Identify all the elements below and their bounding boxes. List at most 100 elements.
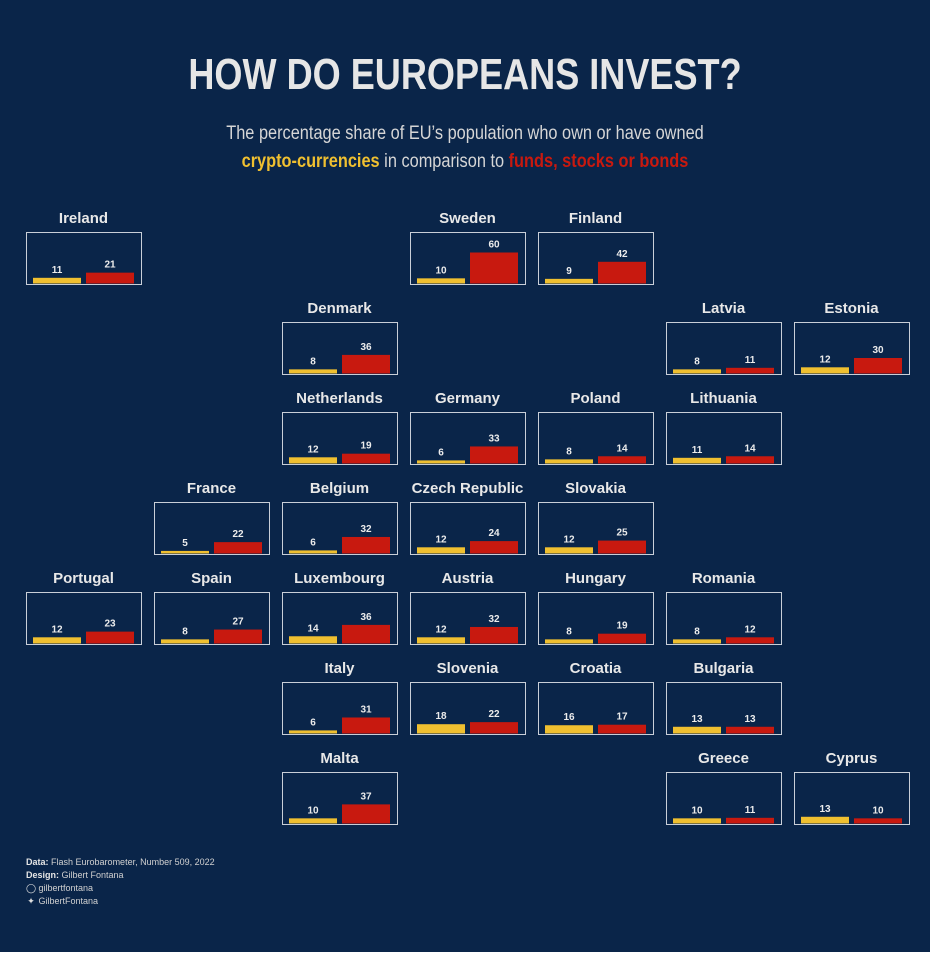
tile-frame xyxy=(26,592,142,645)
bar-funds xyxy=(86,272,134,284)
bar-crypto xyxy=(673,818,721,824)
tile-frame xyxy=(538,502,654,555)
bar-funds xyxy=(342,717,390,734)
value-label-crypto: 11 xyxy=(692,445,703,456)
credits: Data: Flash Eurobarometer, Number 509, 2… xyxy=(26,856,215,908)
value-label-crypto: 11 xyxy=(52,265,63,276)
country-name: Malta xyxy=(320,750,359,767)
value-label-funds: 21 xyxy=(104,260,116,271)
value-label-crypto: 16 xyxy=(563,712,575,723)
country-tile-poland: Poland 8 14 xyxy=(538,390,654,465)
bar-crypto xyxy=(417,547,465,554)
bar-crypto xyxy=(545,639,593,644)
country-tile-italy: Italy 6 31 xyxy=(282,660,398,735)
value-label-funds: 19 xyxy=(360,441,372,452)
bar-crypto xyxy=(161,550,209,554)
country-name: Italy xyxy=(324,660,355,677)
country-tile-lithuania: Lithuania 11 14 xyxy=(666,390,782,465)
country-name: Poland xyxy=(570,390,620,407)
value-label-funds: 36 xyxy=(360,612,372,623)
value-label-funds: 22 xyxy=(488,709,500,720)
bar-crypto xyxy=(417,637,465,644)
tile-frame xyxy=(666,772,782,825)
value-label-funds: 23 xyxy=(104,619,116,630)
value-label-funds: 10 xyxy=(872,805,884,816)
country-name: Latvia xyxy=(702,300,746,317)
twitter-handle[interactable]: GilbertFontana xyxy=(38,896,99,906)
country-tile-latvia: Latvia 8 11 xyxy=(666,300,782,375)
country-tile-france: France 5 22 xyxy=(154,480,270,555)
bar-crypto xyxy=(289,818,337,824)
country-tile-finland: Finland 9 42 xyxy=(538,210,654,285)
bar-crypto xyxy=(673,369,721,374)
country-tile-portugal: Portugal 12 23 xyxy=(26,570,142,645)
value-label-funds: 33 xyxy=(488,433,500,444)
github-handle[interactable]: gilbertfontana xyxy=(38,883,94,893)
tile-frame xyxy=(794,772,910,825)
value-label-funds: 32 xyxy=(360,524,372,535)
country-tile-greece: Greece 10 11 xyxy=(666,750,782,825)
bar-funds xyxy=(342,536,390,554)
bar-crypto xyxy=(545,547,593,554)
data-label: Data: xyxy=(26,857,49,867)
bar-funds xyxy=(726,817,774,824)
bar-funds xyxy=(214,542,262,554)
subtitle-connector: in comparison to xyxy=(379,151,509,172)
country-name: Denmark xyxy=(307,300,372,317)
country-name: Bulgaria xyxy=(693,660,754,677)
country-name: Lithuania xyxy=(690,390,757,407)
bar-crypto xyxy=(33,637,81,644)
country-name: Luxembourg xyxy=(294,570,385,587)
country-name: Austria xyxy=(442,570,494,587)
value-label-crypto: 10 xyxy=(691,805,703,816)
tile-frame xyxy=(538,412,654,465)
value-label-funds: 22 xyxy=(232,529,244,540)
bar-funds xyxy=(470,626,518,644)
value-label-funds: 13 xyxy=(744,714,756,725)
country-tile-slovakia: Slovakia 12 25 xyxy=(538,480,654,555)
tile-frame xyxy=(666,592,782,645)
tile-frame xyxy=(154,592,270,645)
bar-crypto xyxy=(545,459,593,464)
value-label-crypto: 8 xyxy=(694,626,700,637)
tile-frame xyxy=(282,592,398,645)
country-tile-estonia: Estonia 12 30 xyxy=(794,300,910,375)
country-tile-luxembourg: Luxembourg 14 36 xyxy=(282,570,398,645)
country-name: Sweden xyxy=(439,210,496,227)
tile-frame xyxy=(538,592,654,645)
value-label-crypto: 10 xyxy=(435,265,447,276)
country-tile-bulgaria: Bulgaria 13 13 xyxy=(666,660,782,735)
country-tile-czech-republic: Czech Republic 12 24 xyxy=(410,480,526,555)
value-label-crypto: 12 xyxy=(435,624,447,635)
tile-frame xyxy=(666,682,782,735)
tile-frame xyxy=(154,502,270,555)
tile-frame xyxy=(282,682,398,735)
country-tile-germany: Germany 6 33 xyxy=(410,390,526,465)
bar-crypto xyxy=(673,457,721,464)
bar-funds xyxy=(342,804,390,824)
value-label-crypto: 14 xyxy=(307,623,319,634)
value-label-crypto: 8 xyxy=(566,626,572,637)
bar-crypto xyxy=(417,278,465,284)
country-name: Netherlands xyxy=(296,390,383,407)
value-label-crypto: 13 xyxy=(819,804,831,815)
country-name: Romania xyxy=(692,570,756,587)
infographic-poster: HOW DO EUROPEANS INVEST? The percentage … xyxy=(0,0,930,952)
country-tile-ireland: Ireland 11 21 xyxy=(26,210,142,285)
value-label-crypto: 8 xyxy=(566,446,572,457)
bar-crypto xyxy=(801,816,849,824)
value-label-funds: 37 xyxy=(360,791,372,802)
tile-frame xyxy=(410,412,526,465)
country-name: Belgium xyxy=(310,480,369,497)
bar-crypto xyxy=(289,730,337,734)
value-label-crypto: 8 xyxy=(694,356,700,367)
twitter-icon: ✦ xyxy=(27,896,35,906)
bar-funds xyxy=(726,456,774,464)
country-name: Greece xyxy=(698,750,749,767)
value-label-funds: 14 xyxy=(744,443,756,454)
country-tile-romania: Romania 8 12 xyxy=(666,570,782,645)
data-source: Flash Eurobarometer, Number 509, 2022 xyxy=(51,857,215,867)
country-tile-spain: Spain 8 27 xyxy=(154,570,270,645)
designer: Gilbert Fontana xyxy=(61,870,124,880)
value-label-crypto: 6 xyxy=(310,717,316,728)
